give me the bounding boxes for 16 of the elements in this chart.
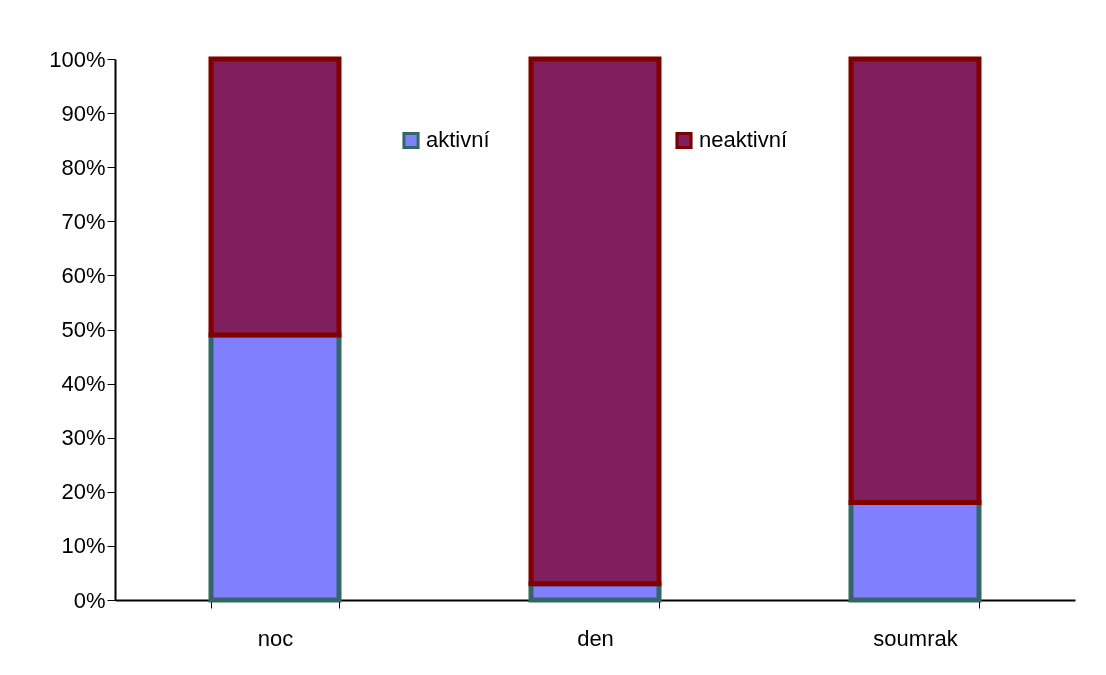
y-tick-label: 80% xyxy=(61,154,106,180)
y-tick-label: 50% xyxy=(61,317,106,342)
legend-label: aktivní xyxy=(426,127,490,153)
y-tick-label: 70% xyxy=(61,208,106,234)
y-tick-label: 100% xyxy=(49,46,106,72)
y-tick-label: 60% xyxy=(61,262,106,288)
x-tick-label: den xyxy=(577,625,614,651)
legend-label: neaktivní xyxy=(699,127,788,153)
y-tick-label: 0% xyxy=(73,587,106,613)
y-tick-label: 10% xyxy=(61,533,106,559)
y-tick-label: 90% xyxy=(61,100,106,126)
y-tick-label: 30% xyxy=(61,425,106,451)
x-tick-label: noc xyxy=(257,625,294,651)
x-tick-label: soumrak xyxy=(873,625,959,651)
y-tick-label: 40% xyxy=(61,371,106,397)
y-tick-label: 20% xyxy=(61,479,106,505)
